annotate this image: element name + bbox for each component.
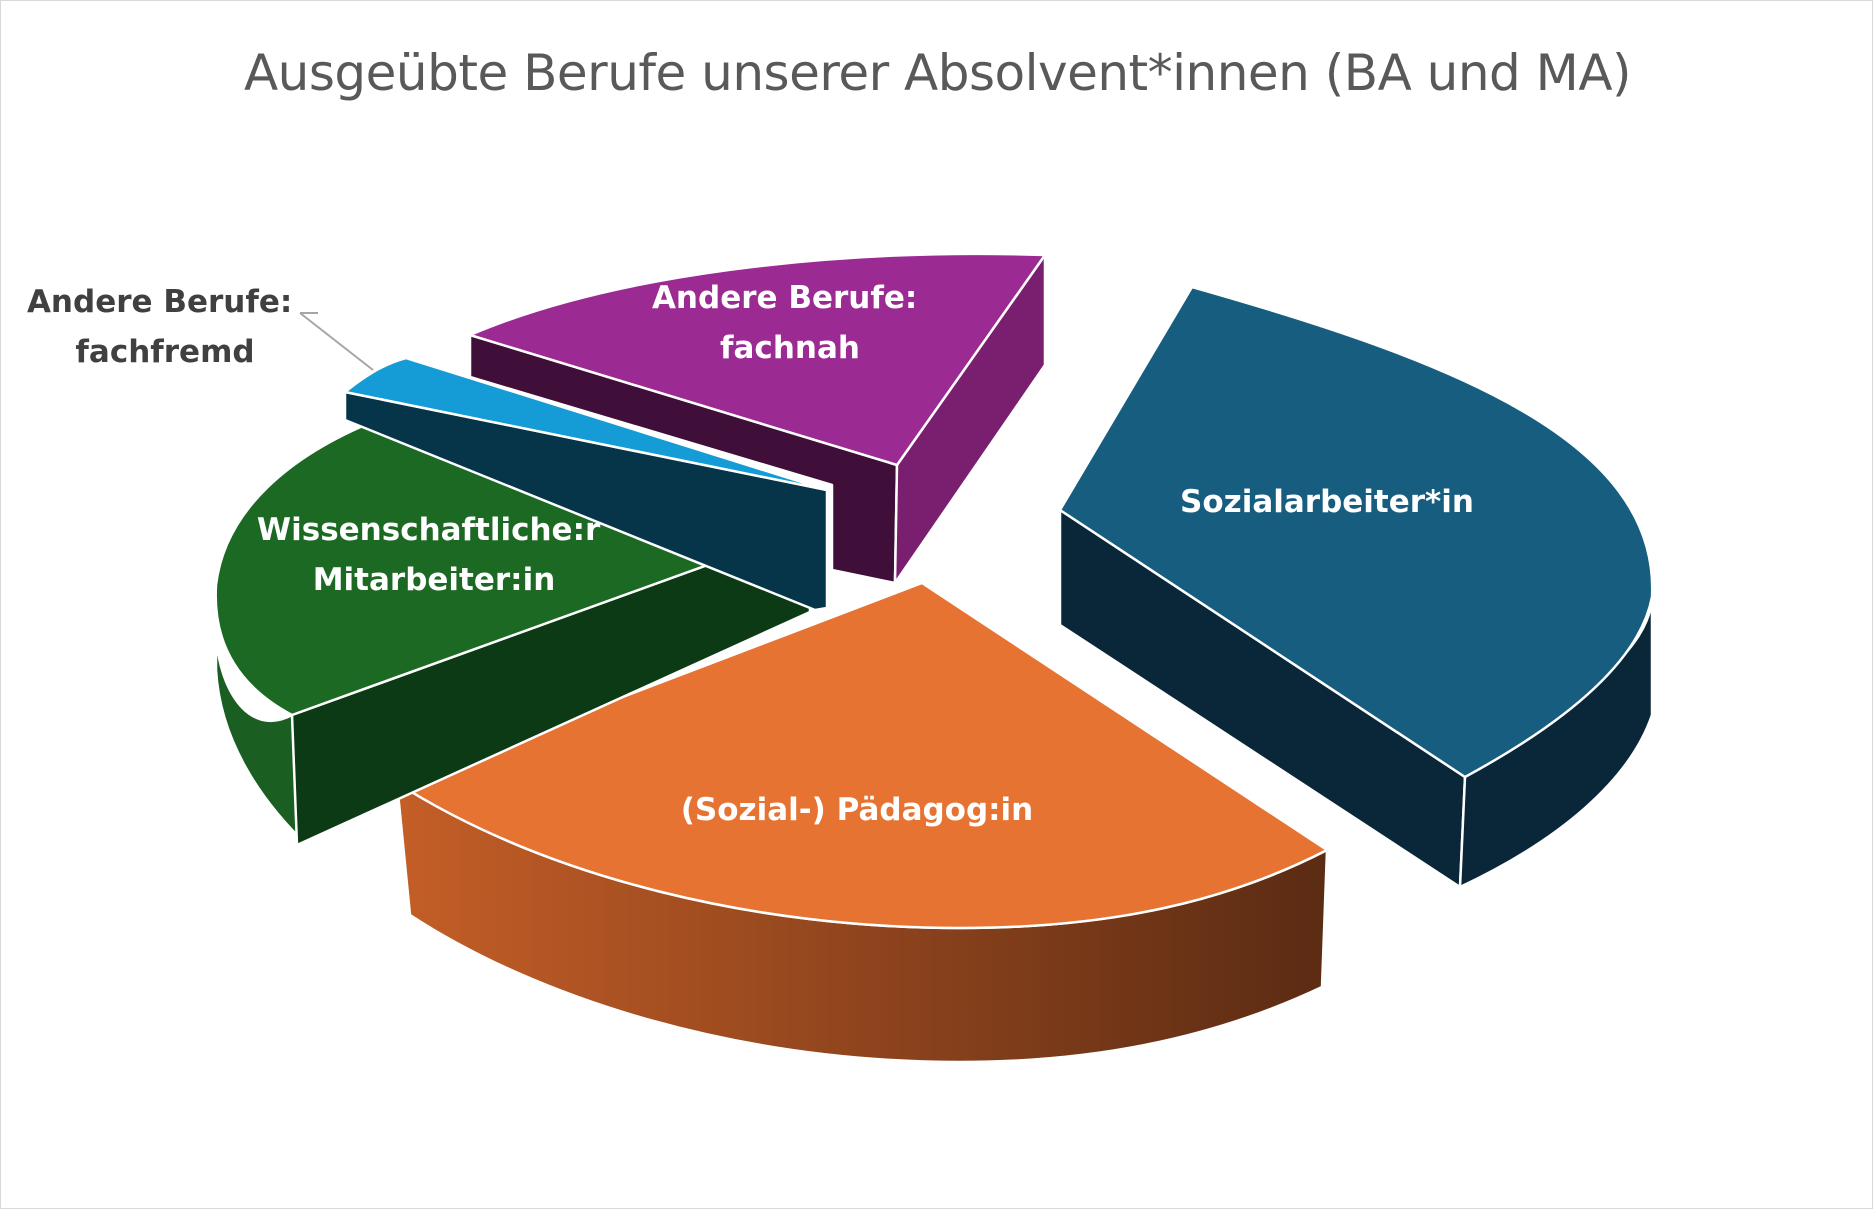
slice-top-fachfremd — [343, 356, 829, 492]
leader-line-fachfremd — [299, 312, 374, 371]
label-wissenschaftliche-line-2: Mitarbeiter:in — [313, 562, 556, 598]
slice-rim-wissenschaftliche — [214, 610, 309, 847]
slice-top-paedagogin — [395, 581, 1329, 930]
label-wissenschaftliche: Wissenschaftliche:r Mitarbeiter:in — [257, 512, 611, 598]
pie-slice-fachnah — [468, 252, 1047, 585]
label-fachfremd-line-1: Andere Berufe: — [27, 284, 292, 320]
pie-slice-sozialarbeiter — [1058, 285, 1654, 889]
label-sozialarbeiter-line-1: Sozialarbeiter*in — [1180, 484, 1474, 520]
label-fachnah: Andere Berufe: fachnah — [652, 280, 928, 366]
label-sozialarbeiter: Sozialarbeiter*in — [1180, 484, 1474, 520]
label-paedagogin: (Sozial-) Pädagog:in — [681, 792, 1034, 828]
pie-slice-paedagogin — [395, 581, 1329, 1064]
label-fachfremd-line-2: fachfremd — [75, 334, 254, 370]
label-fachnah-line-1: Andere Berufe: — [652, 280, 917, 316]
slice-top-fachnah — [468, 252, 1047, 467]
label-fachfremd: Andere Berufe: fachfremd — [27, 284, 303, 370]
label-fachnah-line-2: fachnah — [720, 330, 860, 366]
chart-title: Ausgeübte Berufe unserer Absolvent*innen… — [243, 44, 1632, 102]
label-paedagogin-line-1: (Sozial-) Pädagog:in — [681, 792, 1034, 828]
label-wissenschaftliche-line-1: Wissenschaftliche:r — [257, 512, 601, 548]
pie-slice-fachfremd — [343, 356, 829, 612]
slice-top-sozialarbeiter — [1058, 285, 1654, 779]
